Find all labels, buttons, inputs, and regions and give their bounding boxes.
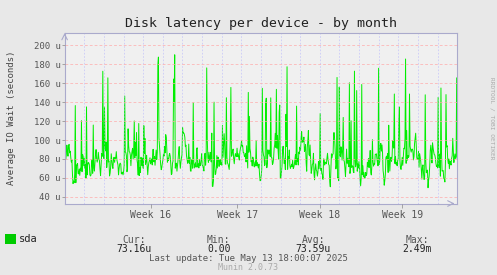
Text: Max:: Max:	[406, 235, 429, 245]
Text: 73.16u: 73.16u	[117, 244, 152, 254]
Text: 73.59u: 73.59u	[296, 244, 331, 254]
Text: Cur:: Cur:	[122, 235, 146, 245]
Text: 2.49m: 2.49m	[403, 244, 432, 254]
Text: Munin 2.0.73: Munin 2.0.73	[219, 263, 278, 272]
Text: 0.00: 0.00	[207, 244, 231, 254]
Text: Avg:: Avg:	[301, 235, 325, 245]
Text: Min:: Min:	[207, 235, 231, 245]
Text: RRDTOOL / TOBI OETIKER: RRDTOOL / TOBI OETIKER	[490, 77, 495, 160]
Title: Disk latency per device - by month: Disk latency per device - by month	[125, 17, 397, 31]
Text: Last update: Tue May 13 18:00:07 2025: Last update: Tue May 13 18:00:07 2025	[149, 254, 348, 263]
Text: Average IO Wait (seconds): Average IO Wait (seconds)	[7, 51, 16, 185]
Text: sda: sda	[19, 234, 38, 244]
